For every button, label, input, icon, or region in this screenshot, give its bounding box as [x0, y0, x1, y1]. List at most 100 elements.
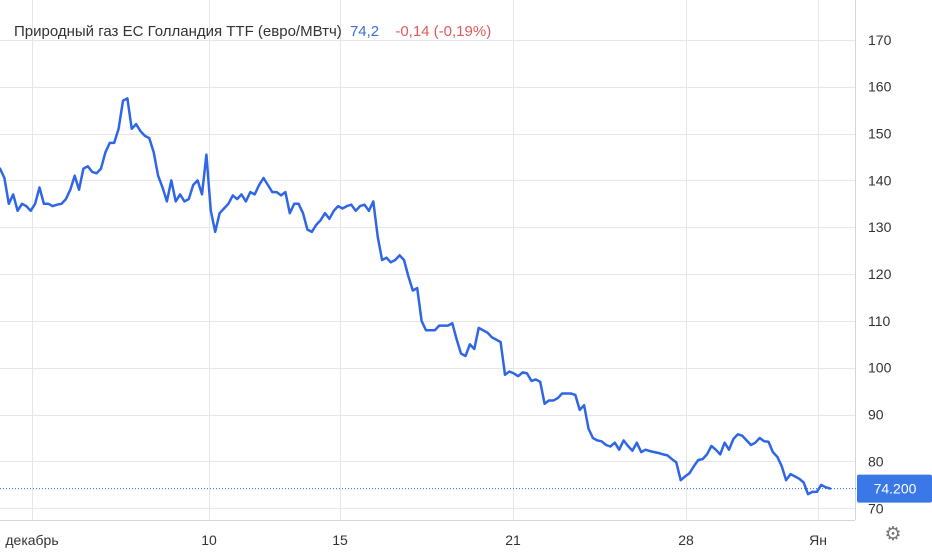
- y-tick-label: 130: [868, 219, 892, 235]
- last-value: 74,2: [349, 23, 380, 40]
- series-point: [460, 352, 462, 355]
- series-point: [666, 454, 669, 457]
- series-point: [148, 137, 151, 139]
- y-tick-label: 110: [868, 313, 891, 329]
- series-point: [82, 167, 85, 170]
- series-point: [407, 275, 410, 278]
- series-point: [192, 184, 194, 186]
- series-point: [517, 375, 519, 378]
- x-tick-label: Ян: [809, 532, 827, 548]
- series-point: [802, 481, 805, 484]
- series-point: [25, 205, 28, 207]
- series-point: [284, 191, 287, 193]
- series-point: [535, 378, 537, 381]
- series-point: [267, 184, 269, 186]
- series-point: [183, 200, 186, 203]
- series-point: [824, 486, 827, 489]
- series-point: [113, 142, 115, 144]
- x-tick-label: 10: [201, 532, 217, 548]
- instrument-name: Природный газ ЕС Голландия TTF (евро/МВт…: [14, 23, 342, 40]
- series-point: [649, 450, 651, 452]
- series-point: [644, 448, 647, 451]
- series-point: [697, 459, 700, 461]
- series-point: [275, 191, 278, 193]
- series-point: [715, 448, 717, 451]
- series-point: [372, 200, 375, 203]
- series-line[interactable]: [0, 97, 832, 496]
- y-tick-label: 170: [868, 32, 892, 48]
- grid-lines: [0, 0, 855, 520]
- series-point: [363, 203, 366, 206]
- series-point: [174, 200, 177, 203]
- series-point: [253, 193, 256, 196]
- series-point: [78, 188, 80, 191]
- series-point: [3, 177, 6, 179]
- series-point: [662, 453, 664, 456]
- series-point: [548, 399, 550, 402]
- series-point: [710, 445, 713, 447]
- series-point: [754, 441, 757, 444]
- series-point: [592, 437, 594, 439]
- series-point: [438, 324, 441, 327]
- series-point: [306, 228, 309, 231]
- series-point: [789, 473, 792, 475]
- series-point: [622, 439, 625, 442]
- series-point: [280, 194, 282, 197]
- x-tick-labels: декабрь 10 15 21 28 Ян: [5, 532, 827, 548]
- series-point: [750, 444, 752, 446]
- series-point: [324, 212, 326, 214]
- series-point: [526, 372, 528, 375]
- y-tick-label: 150: [868, 126, 892, 142]
- series-point: [130, 128, 133, 130]
- y-tick-label: 80: [868, 453, 884, 469]
- y-tick-label: 160: [868, 79, 892, 95]
- series-point: [73, 174, 76, 177]
- series-point: [333, 210, 335, 212]
- series-point: [91, 171, 93, 173]
- series-point: [679, 479, 682, 482]
- series-point: [794, 475, 796, 478]
- series-point: [47, 203, 50, 205]
- series-point: [521, 371, 524, 374]
- series-point: [693, 465, 695, 467]
- series-point: [122, 99, 124, 102]
- series-point: [87, 165, 89, 168]
- series-point: [469, 343, 471, 346]
- series-point: [34, 203, 36, 205]
- series-point: [95, 172, 98, 175]
- gear-icon[interactable]: ⚙: [884, 523, 902, 545]
- series-point: [354, 210, 357, 212]
- series-point: [104, 151, 107, 154]
- series-point: [767, 441, 770, 443]
- series-point: [240, 193, 243, 196]
- series-point: [236, 198, 238, 200]
- series-point: [657, 452, 660, 454]
- series-point: [302, 212, 304, 214]
- series-point: [473, 348, 476, 350]
- series-point: [780, 465, 783, 467]
- series-point: [152, 151, 155, 154]
- series-point: [701, 458, 704, 460]
- series-point: [543, 403, 546, 405]
- series-point: [12, 193, 14, 196]
- series-point: [609, 445, 612, 448]
- series-point: [618, 448, 620, 451]
- series-point: [574, 394, 577, 396]
- series-point: [0, 167, 1, 170]
- change-value: -0,14 (-0,19%): [395, 23, 492, 40]
- series-point: [109, 142, 111, 144]
- series-point: [653, 451, 656, 453]
- y-tick-label: 90: [868, 407, 884, 423]
- y-tick-label: 100: [868, 360, 892, 376]
- series-point: [262, 177, 265, 179]
- series-point: [434, 329, 436, 332]
- series-point: [188, 198, 190, 200]
- series-point: [60, 203, 63, 205]
- series-point: [258, 184, 260, 186]
- series-point: [179, 193, 181, 196]
- series-point: [166, 200, 168, 203]
- series-point: [495, 338, 498, 341]
- series-points: [0, 97, 831, 496]
- series-point: [390, 261, 392, 264]
